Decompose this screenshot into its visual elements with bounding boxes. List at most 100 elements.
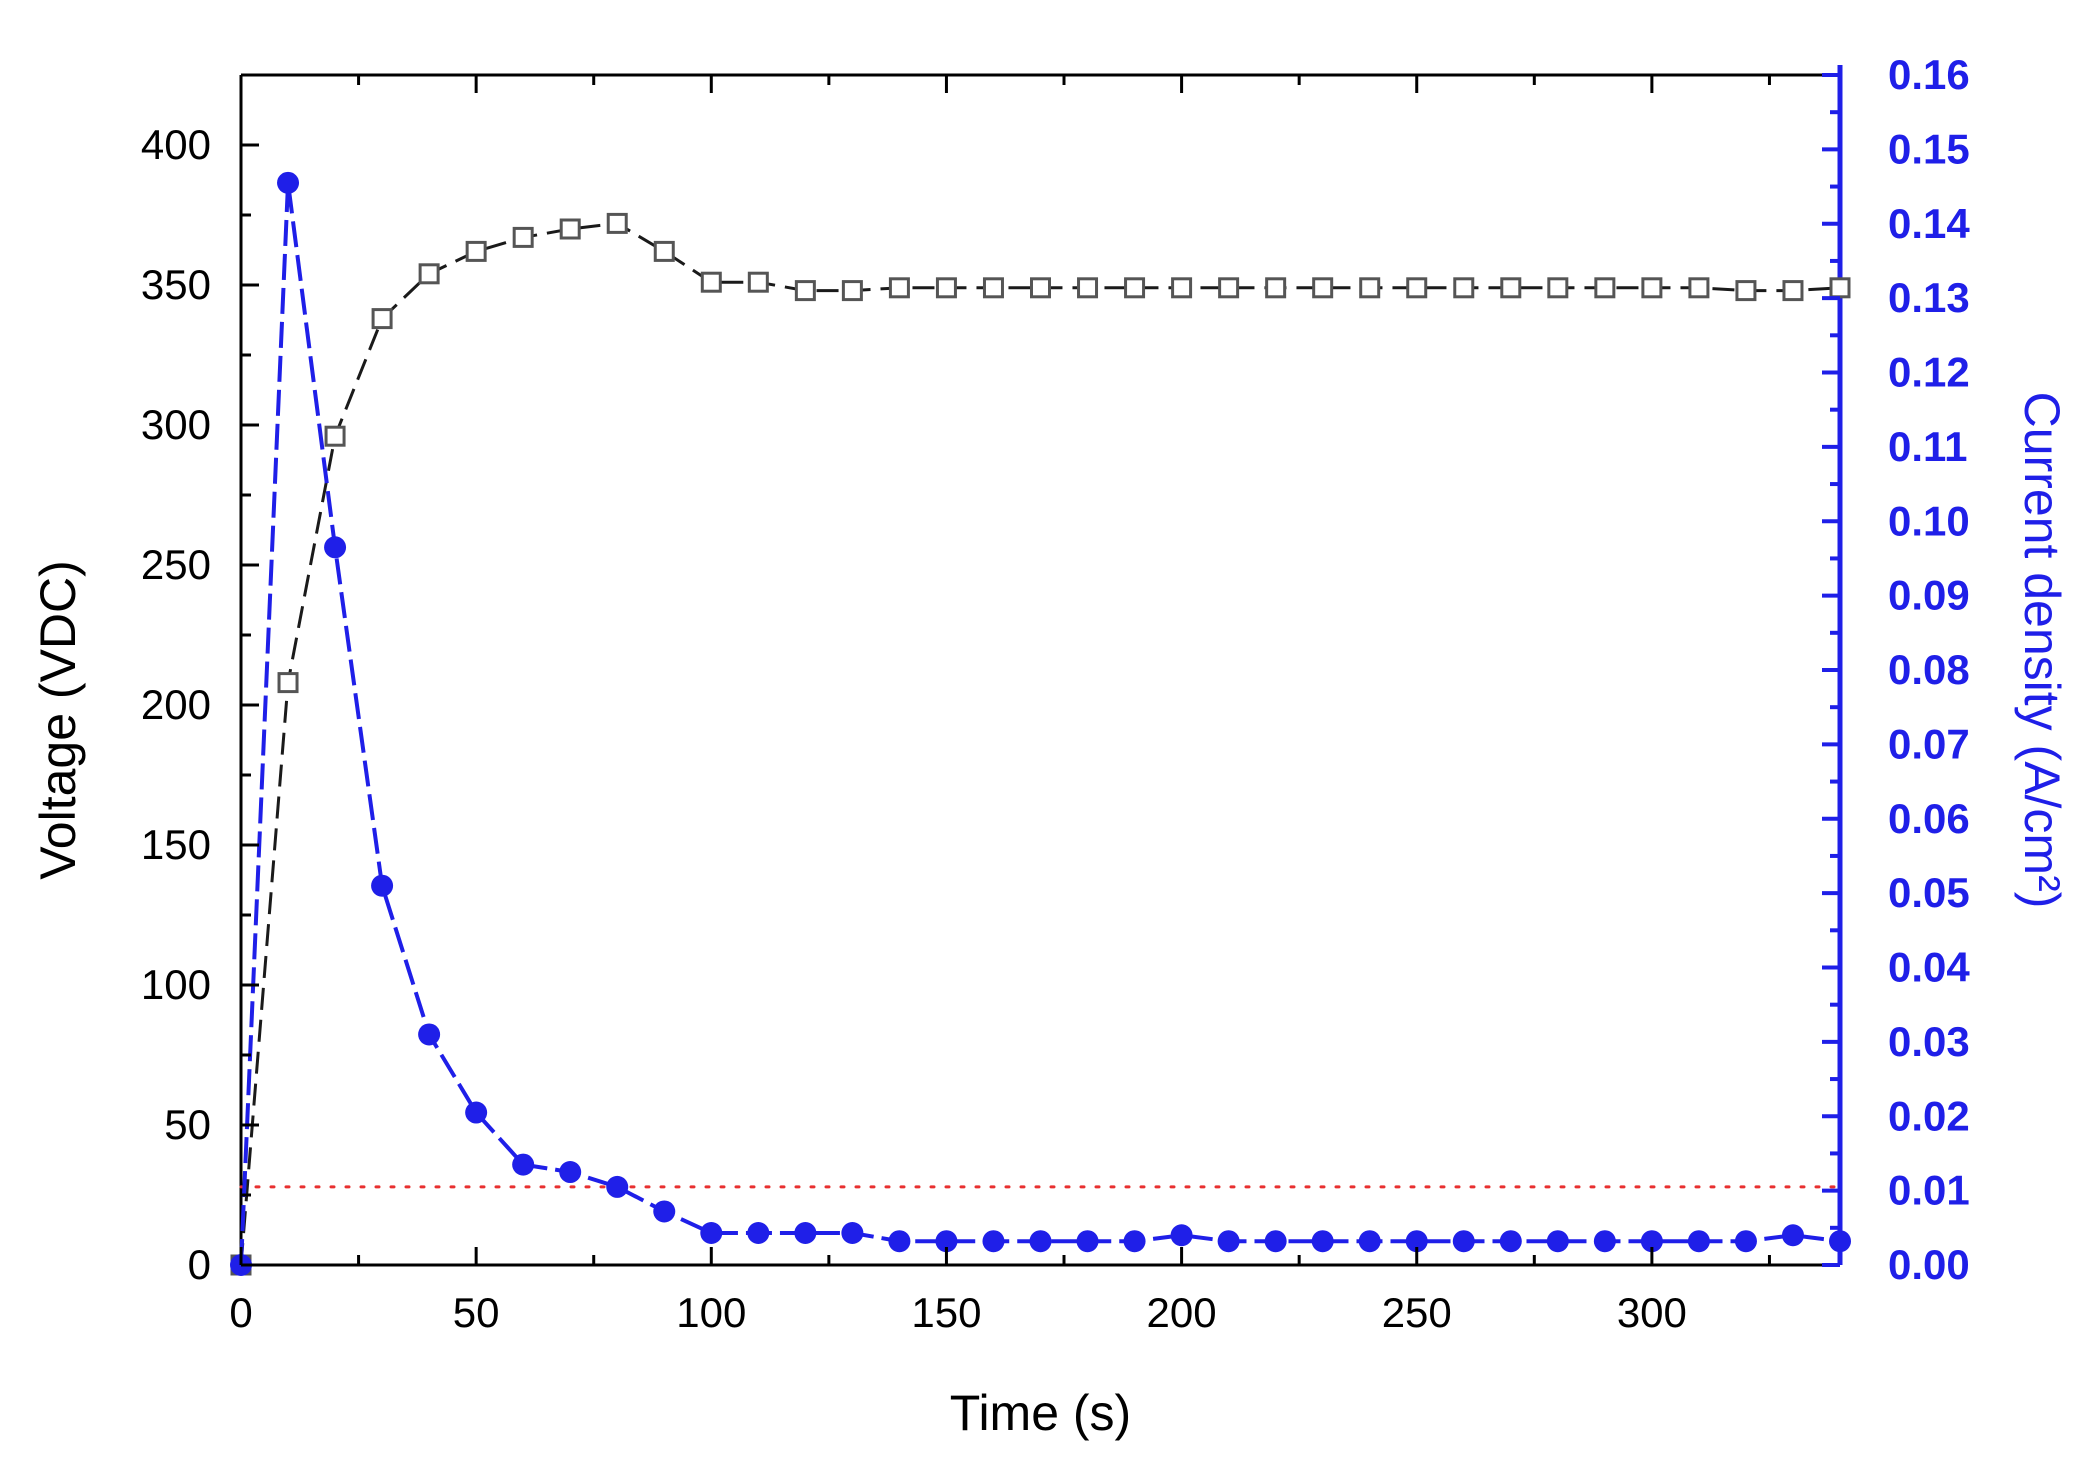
current-density-point bbox=[1076, 1230, 1099, 1253]
y-tick-label-left: 300 bbox=[141, 401, 211, 448]
y-tick-label-left: 100 bbox=[141, 961, 211, 1008]
voltage-point bbox=[465, 240, 487, 262]
current-density-point bbox=[747, 1222, 770, 1245]
y-tick-label-left: 0 bbox=[188, 1241, 211, 1288]
y-tick-label-left: 200 bbox=[141, 681, 211, 728]
voltage-point bbox=[1829, 277, 1851, 299]
x-tick-label: 100 bbox=[676, 1289, 746, 1336]
y-axis-title-left: Voltage (VDC) bbox=[30, 560, 86, 880]
y-tick-label-left: 250 bbox=[141, 541, 211, 588]
y-tick-label-right: 0.00 bbox=[1888, 1241, 1970, 1288]
voltage-point bbox=[1171, 277, 1193, 299]
current-density-point bbox=[1264, 1230, 1287, 1253]
current-density-point bbox=[982, 1230, 1005, 1253]
x-tick-label: 200 bbox=[1147, 1289, 1217, 1336]
y-axis-title-right: Current density (A/cm²) bbox=[2014, 392, 2070, 909]
y-tick-label-right: 0.08 bbox=[1888, 646, 1970, 693]
voltage-point bbox=[1500, 277, 1522, 299]
y-tick-label-right: 0.06 bbox=[1888, 795, 1970, 842]
y-tick-label-right: 0.03 bbox=[1888, 1018, 1970, 1065]
voltage-point bbox=[1312, 277, 1334, 299]
voltage-point bbox=[1077, 277, 1099, 299]
current-density-point bbox=[559, 1161, 582, 1184]
current-density-point bbox=[1640, 1230, 1663, 1253]
current-density-point bbox=[465, 1101, 488, 1124]
voltage-point bbox=[1124, 277, 1146, 299]
voltage-point bbox=[935, 277, 957, 299]
voltage-point bbox=[606, 212, 628, 234]
current-density-point bbox=[1311, 1230, 1334, 1253]
voltage-point bbox=[700, 271, 722, 293]
y-tick-label-right: 0.04 bbox=[1888, 944, 1970, 991]
current-density-point bbox=[1593, 1230, 1616, 1253]
current-density-point bbox=[700, 1222, 723, 1245]
voltage-point bbox=[1547, 277, 1569, 299]
current-density-point bbox=[606, 1175, 629, 1198]
voltage-point bbox=[794, 280, 816, 302]
plot-frame bbox=[239, 65, 1843, 1267]
voltage-point bbox=[1265, 277, 1287, 299]
current-density-point bbox=[1452, 1230, 1475, 1253]
y-tick-label-right: 0.10 bbox=[1888, 497, 1970, 544]
voltage-point bbox=[747, 271, 769, 293]
current-density-point bbox=[512, 1153, 535, 1176]
x-tick-label: 150 bbox=[911, 1289, 981, 1336]
voltage-point bbox=[1218, 277, 1240, 299]
x-tick-label: 0 bbox=[229, 1289, 252, 1336]
x-tick-label: 50 bbox=[453, 1289, 500, 1336]
y-tick-label-right: 0.02 bbox=[1888, 1092, 1970, 1139]
current-density-point bbox=[1217, 1230, 1240, 1253]
current-density-point bbox=[1781, 1224, 1804, 1247]
y-tick-label-left: 50 bbox=[164, 1101, 211, 1148]
x-axis-title: Time (s) bbox=[950, 1385, 1131, 1441]
y-tick-label-right: 0.13 bbox=[1888, 274, 1970, 321]
x-tick-label: 250 bbox=[1382, 1289, 1452, 1336]
voltage-point bbox=[1641, 277, 1663, 299]
current-density-point bbox=[371, 874, 394, 897]
y-tick-label-left: 150 bbox=[141, 821, 211, 868]
voltage-point bbox=[1782, 280, 1804, 302]
y-tick-label-right: 0.14 bbox=[1888, 200, 1970, 247]
y-tick-label-right: 0.15 bbox=[1888, 125, 1970, 172]
y-tick-label-right: 0.07 bbox=[1888, 720, 1970, 767]
current-density-point bbox=[1734, 1230, 1757, 1253]
x-tick-label: 300 bbox=[1617, 1289, 1687, 1336]
current-density-point bbox=[1829, 1230, 1851, 1253]
voltage-point bbox=[418, 263, 440, 285]
y-tick-label-right: 0.01 bbox=[1888, 1167, 1970, 1214]
current-density-point bbox=[841, 1222, 864, 1245]
voltage-point bbox=[1453, 277, 1475, 299]
y-tick-label-right: 0.05 bbox=[1888, 869, 1970, 916]
axes-layer: 0 50 100 150 200 250 300 0 50 100 150 200 250 300 350 4… bbox=[141, 51, 1970, 1336]
current-density-point bbox=[1123, 1230, 1146, 1253]
current-density-point bbox=[794, 1222, 817, 1245]
voltage-point bbox=[1030, 277, 1051, 299]
voltage-point bbox=[277, 672, 299, 694]
current-density-point bbox=[888, 1230, 911, 1253]
voltage-point bbox=[888, 277, 910, 299]
current-density-point bbox=[324, 536, 347, 559]
current-density-point bbox=[277, 171, 300, 194]
current-density-point bbox=[1405, 1230, 1428, 1253]
y-tick-label-right: 0.09 bbox=[1888, 572, 1970, 619]
y-tick-label-right: 0.16 bbox=[1888, 51, 1970, 98]
y-tick-label-left: 350 bbox=[141, 261, 211, 308]
voltage-point bbox=[1406, 277, 1428, 299]
current-density-point bbox=[1687, 1230, 1710, 1253]
voltage-point bbox=[841, 280, 863, 302]
voltage-point bbox=[559, 218, 581, 240]
voltage-point bbox=[1688, 277, 1710, 299]
voltage-point bbox=[982, 277, 1004, 299]
current-density-point bbox=[1546, 1230, 1569, 1253]
y-tick-label-right: 0.12 bbox=[1888, 349, 1970, 396]
current-density-point bbox=[653, 1200, 676, 1223]
series-layer bbox=[230, 171, 1851, 1276]
current-density-point bbox=[935, 1230, 958, 1253]
y-tick-label-left: 400 bbox=[141, 121, 211, 168]
voltage-point bbox=[512, 226, 534, 248]
voltage-point bbox=[1359, 277, 1381, 299]
current-density-point bbox=[1358, 1230, 1381, 1253]
current-density-point bbox=[1499, 1230, 1522, 1253]
